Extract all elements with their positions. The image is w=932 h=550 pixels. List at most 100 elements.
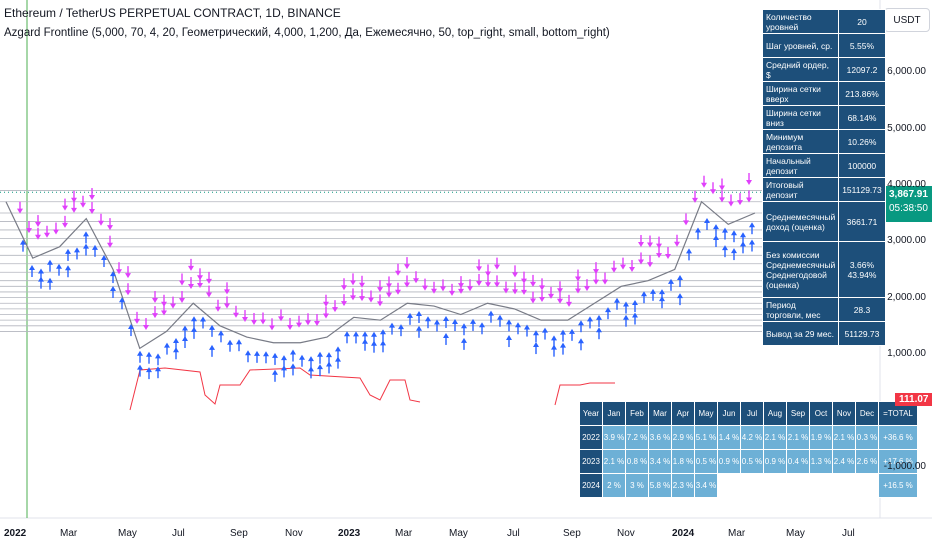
sell-arrow xyxy=(521,282,527,295)
buy-arrow xyxy=(677,274,683,287)
stats-value: 213.86% xyxy=(838,81,886,106)
x-axis-label: Sep xyxy=(230,528,248,539)
sell-arrow xyxy=(620,257,626,270)
stats-value: 3.66% 43.94% xyxy=(838,241,886,298)
sell-arrow xyxy=(584,279,590,292)
buy-arrow xyxy=(353,331,359,344)
monthly-value-cell: 2.1 % xyxy=(832,425,856,450)
sell-arrow xyxy=(323,294,329,307)
buy-arrow xyxy=(335,356,341,369)
monthly-row: 2022 3.9 % 7.2 % 3.6 % 2.9 % 5.1 % 1.4 % 4.2 % 2… xyxy=(579,425,918,450)
monthly-header-cell: Nov xyxy=(832,401,856,426)
sell-arrow xyxy=(116,262,122,275)
countdown-value: 05:38:50 xyxy=(889,203,928,214)
buy-arrow xyxy=(641,291,647,304)
sell-arrow xyxy=(449,283,455,296)
buy-arrow xyxy=(632,300,638,313)
stats-row: Итоговый депозит 151129.73 xyxy=(761,177,886,202)
buy-arrow xyxy=(632,312,638,325)
sell-arrow xyxy=(458,276,464,289)
monthly-value-cell: 2.3 % xyxy=(671,473,695,498)
buy-arrow xyxy=(623,314,629,327)
stats-label: Среднемесячный доход (оценка) xyxy=(761,201,840,242)
sell-arrow xyxy=(134,311,140,324)
buy-arrow xyxy=(524,324,530,337)
monthly-value-cell: 7.2 % xyxy=(625,425,649,450)
sell-arrow xyxy=(485,264,491,277)
sell-arrow xyxy=(503,281,509,294)
stats-value: 28.3 xyxy=(838,297,886,322)
x-axis-label: Mar xyxy=(60,528,78,539)
buy-arrow xyxy=(416,311,422,324)
sell-arrow xyxy=(746,172,752,185)
monthly-value-cell: 1.8 % xyxy=(671,449,695,474)
sell-arrow xyxy=(233,305,239,318)
monthly-value-cell: 1.3 % xyxy=(809,449,833,474)
monthly-value-cell: 3.4 % xyxy=(694,473,718,498)
monthly-header-cell: Year xyxy=(579,401,603,426)
monthly-value-cell: 0.3 % xyxy=(855,425,879,450)
monthly-value-cell: 2.1 % xyxy=(763,425,787,450)
buy-arrow xyxy=(569,328,575,341)
buy-arrow xyxy=(542,327,548,340)
sell-arrow xyxy=(710,182,716,195)
monthly-value-cell xyxy=(832,473,856,498)
buy-arrow xyxy=(596,327,602,340)
buy-arrow xyxy=(263,351,269,364)
currency-button[interactable]: USDT xyxy=(884,8,930,32)
sell-arrow xyxy=(35,215,41,228)
stats-label: Вывод за 29 мес. xyxy=(761,321,840,346)
x-axis-label: Nov xyxy=(617,528,635,539)
monthly-value-cell: 1.4 % xyxy=(717,425,741,450)
sell-arrow xyxy=(422,278,428,291)
sell-arrow xyxy=(251,312,257,325)
sell-arrow xyxy=(674,234,680,247)
sell-arrow xyxy=(377,280,383,293)
sell-arrow xyxy=(494,275,500,288)
sell-arrow xyxy=(494,257,500,270)
sell-arrow xyxy=(125,283,131,296)
buy-arrow xyxy=(191,316,197,329)
monthly-year-cell: 2022 xyxy=(579,425,603,450)
sell-arrow xyxy=(35,227,41,240)
x-axis-label: May xyxy=(449,528,468,539)
monthly-value-cell: 5.8 % xyxy=(648,473,672,498)
buy-arrow xyxy=(659,296,665,309)
buy-arrow xyxy=(146,367,152,380)
x-axis-label: Jul xyxy=(842,528,855,539)
last-price-badge: 3,867.91 05:38:50 xyxy=(886,186,932,222)
buy-arrow xyxy=(668,278,674,291)
x-axis-label: 2023 xyxy=(338,528,361,539)
monthly-header-cell: Feb xyxy=(625,401,649,426)
sell-arrow xyxy=(701,175,707,188)
buy-arrow xyxy=(74,247,80,260)
stats-row: Без комиссии Среднемесячный Среднегодово… xyxy=(761,241,886,298)
stats-row: Ширина сетки вверх 213.86% xyxy=(761,81,886,106)
buy-arrow xyxy=(533,330,539,343)
buy-arrow xyxy=(137,364,143,377)
sell-arrow xyxy=(179,273,185,286)
buy-arrow xyxy=(749,239,755,252)
buy-arrow xyxy=(29,265,35,278)
stats-label: Ширина сетки вверх xyxy=(761,81,840,106)
monthly-value-cell: 2 % xyxy=(602,473,626,498)
sell-arrow xyxy=(395,263,401,276)
sell-arrow xyxy=(314,313,320,326)
buy-arrow xyxy=(191,326,197,339)
sell-arrow xyxy=(593,272,599,285)
buy-arrow xyxy=(587,316,593,329)
buy-arrow xyxy=(128,324,134,337)
buy-arrow xyxy=(416,325,422,338)
indicator-legend[interactable]: Azgard Frontline (5,000, 70, 4, 20, Геом… xyxy=(4,27,610,39)
buy-arrow xyxy=(650,288,656,301)
stats-value: 5.55% xyxy=(838,33,886,58)
buy-arrow xyxy=(155,353,161,366)
buy-arrow xyxy=(371,340,377,353)
sell-arrow xyxy=(53,222,59,235)
monthly-value-cell: 2.9 % xyxy=(671,425,695,450)
monthly-total-cell: +17.6 % xyxy=(878,449,918,474)
x-axis-label: Jul xyxy=(172,528,185,539)
buy-arrow xyxy=(236,339,242,352)
stats-label: Шаг уровней, ср. xyxy=(761,33,840,58)
